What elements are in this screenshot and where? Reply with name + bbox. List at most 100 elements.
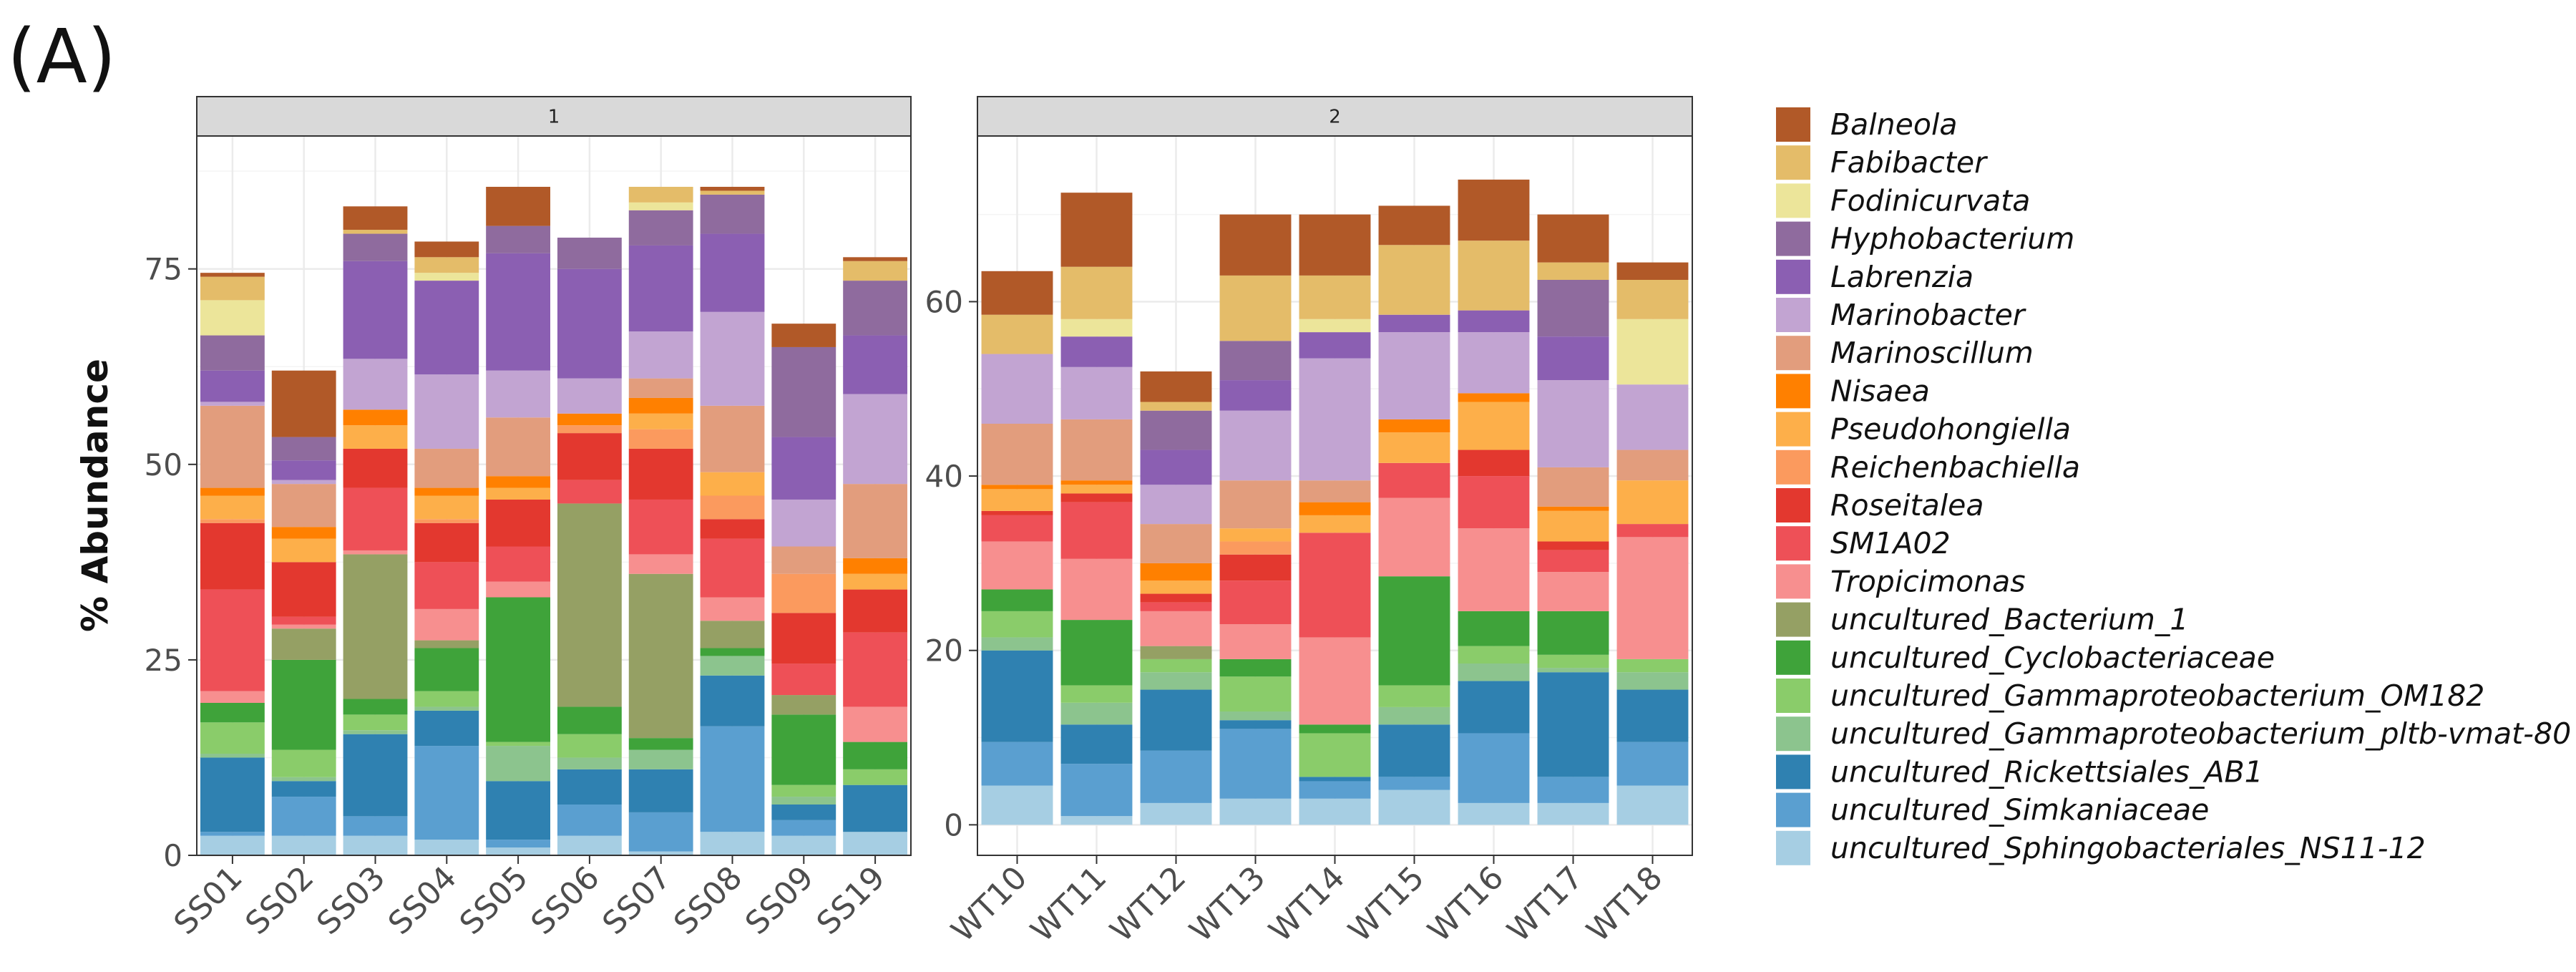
bar-segment-wt11-uncultured-gammaproteobacterium-pltb-vmat-80	[1060, 702, 1133, 725]
bar-segment-ss02-marinoscillum	[271, 484, 336, 528]
bar-segment-wt15-uncultured-simkaniaceae	[1378, 777, 1450, 790]
bar-segment-ss07-hyphobacterium	[628, 210, 693, 246]
bar-segment-wt12-roseitalea	[1140, 593, 1212, 603]
bar-segment-wt16-nisaea	[1458, 393, 1530, 402]
bar-segment-ss09-uncultured-simkaniaceae	[771, 820, 836, 836]
bar-segment-ss08-roseitalea	[700, 519, 765, 539]
y-tick-label: 25	[145, 643, 182, 678]
bar-segment-wt10-roseitalea	[981, 510, 1053, 515]
bar-segment-wt12-labrenzia	[1140, 449, 1212, 485]
x-tick-label-ss02: SS02	[238, 860, 321, 942]
legend-key-marinoscillum	[1776, 336, 1810, 371]
legend-label-marinoscillum: Marinoscillum	[1830, 336, 2034, 370]
bar-segment-ss07-roseitalea	[628, 448, 693, 500]
bar-segment-wt13-roseitalea	[1219, 554, 1292, 581]
legend-key-uncultured-rickettsiales-ab1	[1776, 754, 1810, 789]
bar-segment-wt11-nisaea	[1060, 480, 1133, 485]
y-tick-label: 40	[925, 459, 963, 494]
bar-segment-wt13-uncultured-gammaproteobacterium-pltb-vmat-80	[1219, 711, 1292, 721]
bar-segment-wt17-labrenzia	[1537, 336, 1609, 381]
bar-segment-ss06-hyphobacterium	[557, 238, 622, 269]
bar-segment-wt14-marinoscillum	[1299, 480, 1371, 502]
bar-segment-ss05-tropicimonas	[486, 581, 551, 598]
legend-label-sm1a02: SM1A02	[1830, 526, 1951, 560]
bar-segment-ss04-balneola	[414, 241, 479, 258]
bar-segment-ss09-balneola	[771, 324, 836, 347]
bar-segment-wt14-labrenzia	[1299, 332, 1371, 359]
bar-segment-wt17-sm1a02	[1537, 550, 1609, 573]
bar-segment-ss08-uncultured-bacterium-1	[700, 621, 765, 648]
bar-segment-wt16-uncultured-gammaproteobacterium-om182	[1458, 646, 1530, 664]
bar-segment-ss04-roseitalea	[414, 523, 479, 563]
bar-segment-ss07-uncultured-gammaproteobacterium-pltb-vmat-80	[628, 749, 693, 769]
bar-segment-ss04-tropicimonas	[414, 608, 479, 641]
bar-segment-ss19-balneola	[843, 257, 908, 261]
bar-segment-wt11-balneola	[1060, 193, 1133, 267]
x-tick-label-wt14: WT14	[1262, 860, 1352, 949]
bar-segment-ss01-labrenzia	[200, 370, 265, 402]
bar-segment-wt13-reichenbachiella	[1219, 541, 1292, 555]
bar-segment-wt12-fabibacter	[1140, 402, 1212, 411]
legend-label-labrenzia: Labrenzia	[1830, 260, 1974, 294]
bar-segment-wt14-nisaea	[1299, 502, 1371, 515]
legend-label-uncultured-sphingobacteriales-ns11-12: uncultured_Sphingobacteriales_NS11-12	[1830, 831, 2426, 865]
bar-segment-wt16-uncultured-sphingobacteriales-ns11-12	[1458, 802, 1530, 825]
y-tick-label: 75	[145, 252, 182, 287]
bar-segment-wt18-uncultured-gammaproteobacterium-pltb-vmat-80	[1616, 672, 1689, 690]
bar-segment-ss08-sm1a02	[700, 538, 765, 598]
bar-segment-ss05-roseitalea	[486, 499, 551, 547]
bar-segment-ss03-hyphobacterium	[343, 233, 408, 261]
legend-label-pseudohongiella: Pseudohongiella	[1830, 412, 2071, 447]
bar-segment-ss04-reichenbachiella	[414, 519, 479, 523]
bar-segment-ss06-sm1a02	[557, 480, 622, 504]
bar-segment-ss07-labrenzia	[628, 245, 693, 332]
bar-segment-ss07-pseudohongiella	[628, 413, 693, 429]
bar-segment-ss05-labrenzia	[486, 253, 551, 371]
bar-segment-wt13-fabibacter	[1219, 275, 1292, 341]
bar-segment-ss03-balneola	[343, 206, 408, 230]
bar-segment-ss07-uncultured-cyclobacteriaceae	[628, 738, 693, 750]
x-tick-label-wt11: WT11	[1024, 860, 1113, 949]
bar-segment-ss01-sm1a02	[200, 589, 265, 691]
bar-segment-ss19-nisaea	[843, 558, 908, 574]
bar-segment-wt12-uncultured-gammaproteobacterium-pltb-vmat-80	[1140, 672, 1212, 690]
bar-segment-wt13-marinoscillum	[1219, 480, 1292, 529]
bar-segment-wt15-uncultured-gammaproteobacterium-om182	[1378, 685, 1450, 707]
bar-segment-wt13-uncultured-sphingobacteriales-ns11-12	[1219, 798, 1292, 825]
bar-segment-ss05-uncultured-rickettsiales-ab1	[486, 781, 551, 840]
bar-segment-ss09-uncultured-gammaproteobacterium-om182	[771, 784, 836, 797]
bar-segment-wt17-nisaea	[1537, 506, 1609, 511]
bar-segment-wt17-roseitalea	[1537, 541, 1609, 550]
bar-segment-ss07-reichenbachiella	[628, 429, 693, 449]
legend-key-uncultured-gammaproteobacterium-pltb-vmat-80	[1776, 716, 1810, 752]
y-tick-label: 60	[925, 284, 963, 319]
panel-border-1	[196, 135, 912, 856]
bar-segment-ss19-fabibacter	[843, 261, 908, 281]
bar-segment-wt10-marinobacter	[981, 354, 1053, 424]
bar-segment-wt16-tropicimonas	[1458, 528, 1530, 611]
bar-segment-wt17-marinoscillum	[1537, 467, 1609, 507]
bar-segment-ss02-marinobacter	[271, 480, 336, 485]
bar-segment-ss07-marinobacter	[628, 331, 693, 379]
bar-segment-ss09-reichenbachiella	[771, 573, 836, 613]
bar-segment-ss07-tropicimonas	[628, 554, 693, 574]
bar-segment-wt13-uncultured-gammaproteobacterium-om182	[1219, 676, 1292, 711]
bar-segment-ss03-uncultured-simkaniaceae	[343, 816, 408, 836]
bar-segment-ss04-uncultured-gammaproteobacterium-om182	[414, 691, 479, 707]
bar-segment-wt13-pseudohongiella	[1219, 528, 1292, 542]
legend-key-sm1a02	[1776, 526, 1810, 561]
bar-segment-wt11-labrenzia	[1060, 336, 1133, 367]
bar-segment-wt11-pseudohongiella	[1060, 485, 1133, 494]
legend-key-uncultured-bacterium-1	[1776, 602, 1810, 637]
bar-segment-ss19-tropicimonas	[843, 706, 908, 742]
bar-segment-ss07-uncultured-sphingobacteriales-ns11-12	[628, 851, 693, 855]
bar-segment-ss09-uncultured-gammaproteobacterium-pltb-vmat-80	[771, 797, 836, 805]
bar-segment-wt14-pseudohongiella	[1299, 515, 1371, 533]
bar-segment-wt12-pseudohongiella	[1140, 580, 1212, 594]
legend-label-hyphobacterium: Hyphobacterium	[1830, 222, 2074, 256]
bar-segment-wt13-balneola	[1219, 214, 1292, 276]
legend-label-uncultured-rickettsiales-ab1: uncultured_Rickettsiales_AB1	[1830, 754, 2263, 789]
bar-segment-wt10-sm1a02	[981, 515, 1053, 542]
bar-segment-wt14-uncultured-simkaniaceae	[1299, 781, 1371, 799]
y-tick-label: 0	[944, 807, 963, 842]
